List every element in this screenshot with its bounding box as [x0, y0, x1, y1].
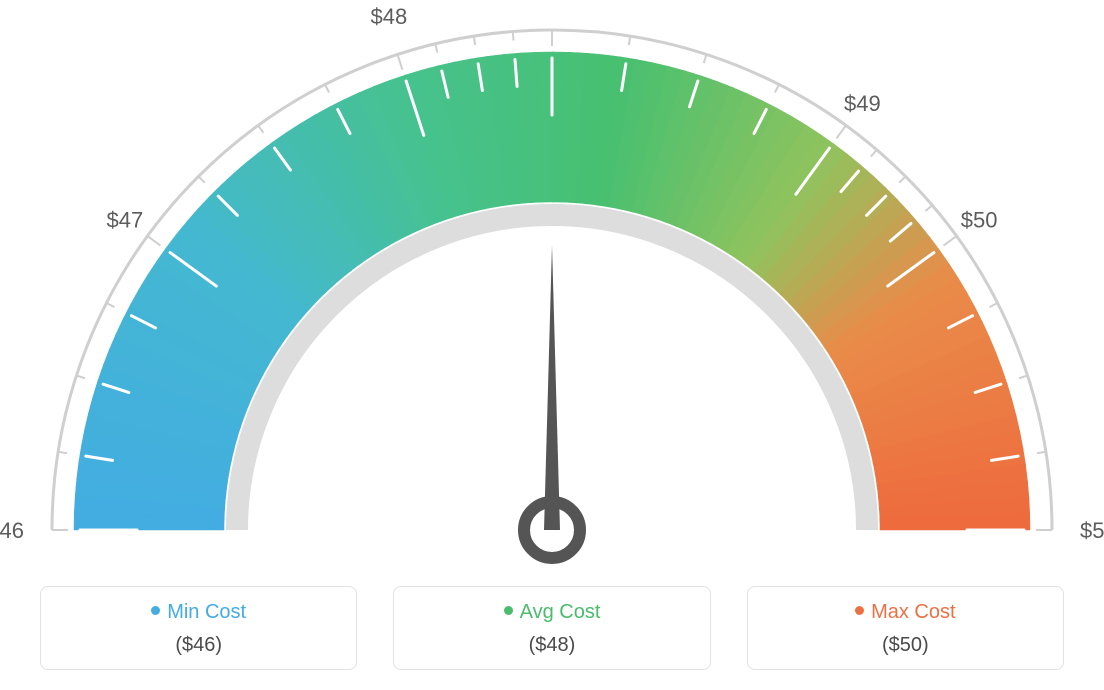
- cost-gauge-chart: $46 $47 $48 $48 $49 $50 $50 Min Cost ($46) Avg…: [0, 0, 1104, 690]
- legend-card-min: Min Cost ($46): [40, 586, 357, 670]
- legend-title-min: Min Cost: [51, 601, 346, 624]
- tick-label-2: $48: [370, 4, 407, 29]
- tick-label-3: $48: [534, 0, 571, 3]
- legend-title-max: Max Cost: [758, 601, 1053, 624]
- legend-title-min-text: Min Cost: [167, 601, 246, 623]
- legend-dot-avg: [504, 606, 513, 615]
- legend-card-avg: Avg Cost ($48): [393, 586, 710, 670]
- legend-dot-max: [855, 606, 864, 615]
- legend-value-avg: ($48): [404, 634, 699, 657]
- gauge-svg: $46 $47 $48 $48 $49 $50 $50: [0, 0, 1104, 580]
- tick-label-1: $47: [106, 208, 143, 233]
- legend-card-max: Max Cost ($50): [747, 586, 1064, 670]
- tick-label-0: $46: [0, 518, 24, 543]
- legend-title-avg: Avg Cost: [404, 601, 699, 624]
- legend-title-max-text: Max Cost: [871, 601, 955, 623]
- legend-value-min: ($46): [51, 634, 346, 657]
- tick-label-5: $50: [961, 208, 998, 233]
- legend-dot-min: [151, 606, 160, 615]
- legend-row: Min Cost ($46) Avg Cost ($48) Max Cost (…: [0, 586, 1104, 670]
- needle: [544, 245, 560, 530]
- legend-value-max: ($50): [758, 634, 1053, 657]
- tick-label-6: $50: [1080, 518, 1104, 543]
- tick-label-4: $49: [844, 91, 881, 116]
- legend-title-avg-text: Avg Cost: [520, 601, 601, 623]
